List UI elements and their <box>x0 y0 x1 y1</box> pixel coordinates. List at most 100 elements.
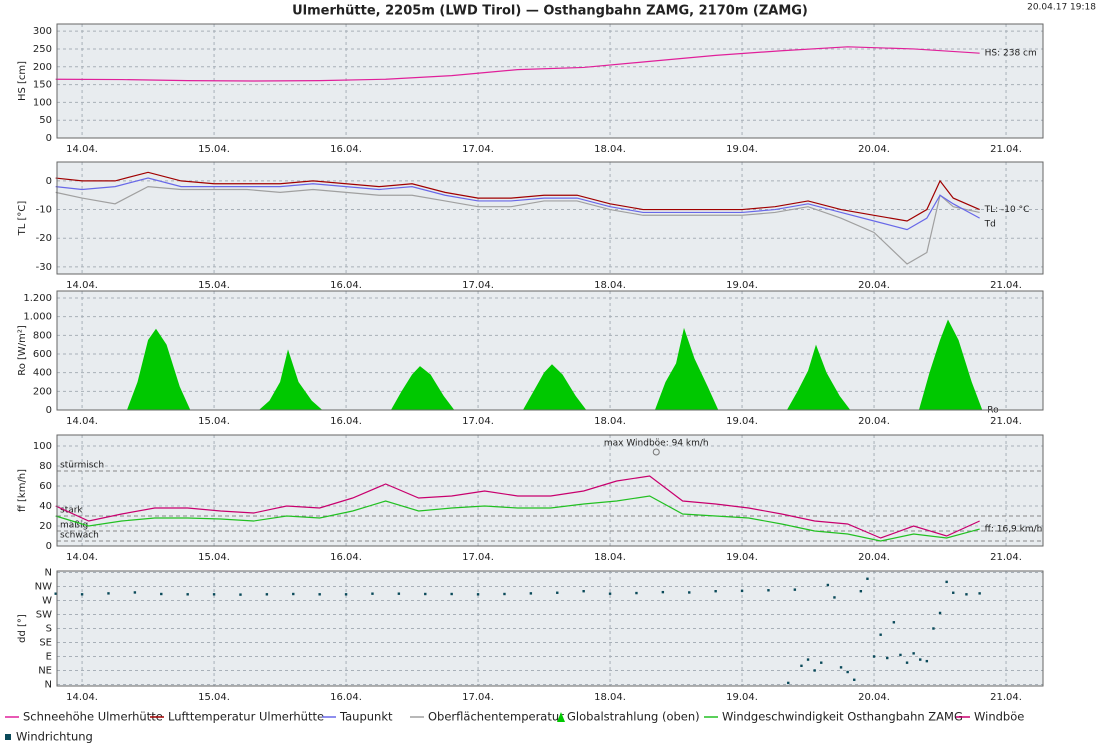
x-tick-label: 20.04. <box>858 144 890 155</box>
y-tick-label: 40 <box>39 501 52 512</box>
line-series <box>55 475 980 539</box>
scatter-point <box>54 592 57 595</box>
scatter-point <box>239 593 242 596</box>
scatter-point <box>767 589 770 592</box>
x-tick-label: 21.04. <box>990 144 1022 155</box>
line-series <box>55 46 980 82</box>
x-tick-label: 21.04. <box>990 416 1022 427</box>
legend-label: Windböe <box>974 710 1024 724</box>
y-tick-label: 50 <box>39 115 52 126</box>
scatter-point <box>292 592 295 596</box>
x-tick-label: 20.04. <box>858 280 890 291</box>
y-tick-label: 100 <box>33 441 52 452</box>
x-tick-label: 20.04. <box>858 416 890 427</box>
y-tick-label: E <box>46 651 52 662</box>
y-tick-label: 60 <box>39 481 52 492</box>
scatter-point <box>932 627 935 630</box>
legend-label: Globalstrahlung (oben) <box>567 710 700 724</box>
scatter-point <box>186 593 189 596</box>
scatter-point <box>424 592 427 596</box>
legend-swatch <box>557 712 565 722</box>
scatter-point <box>820 661 823 664</box>
legend-swatch <box>5 734 11 740</box>
y-tick-label: 0 <box>46 405 52 416</box>
y-tick-label: N <box>45 568 52 579</box>
scatter-point <box>813 669 816 672</box>
y-tick-label: SW <box>36 610 52 621</box>
scatter-point <box>450 592 453 596</box>
y-tick-label: 200 <box>33 62 52 73</box>
threshold-label: mäßig <box>60 521 88 531</box>
x-tick-label: 15.04. <box>198 280 230 291</box>
y-tick-label: 800 <box>33 330 52 341</box>
max-label: max Windböe: 94 km/h <box>604 439 709 449</box>
x-tick-label: 18.04. <box>594 416 626 427</box>
y-tick-label: 400 <box>33 368 52 379</box>
scatter-point <box>80 593 84 596</box>
plot-background <box>57 162 1043 274</box>
scatter-point <box>265 593 269 596</box>
end-label: HS: 238 cm <box>985 49 1037 59</box>
scatter-point <box>635 591 638 595</box>
scatter-point <box>107 592 110 595</box>
x-tick-label: 14.04. <box>66 552 98 563</box>
scatter-point <box>556 591 559 594</box>
scatter-point <box>133 591 137 594</box>
x-tick-label: 21.04. <box>990 280 1022 291</box>
scatter-point <box>476 593 480 596</box>
end-label: TL: -10 °C <box>984 205 1030 215</box>
x-tick-label: 20.04. <box>858 692 890 703</box>
scatter-point <box>318 593 321 596</box>
max-marker <box>652 448 660 456</box>
threshold-label: stark <box>60 506 83 516</box>
y-tick-label: -20 <box>36 233 52 244</box>
line-series <box>55 177 980 231</box>
y-tick-label: 0 <box>46 176 52 187</box>
scatter-point <box>919 658 922 661</box>
plot-border <box>56 434 1044 547</box>
x-tick-label: 19.04. <box>726 280 758 291</box>
x-tick-label: 16.04. <box>330 144 362 155</box>
end-label: ff: 16,9 km/h <box>985 525 1043 535</box>
x-tick-label: 16.04. <box>330 552 362 563</box>
y-tick-label: 600 <box>33 349 52 360</box>
line-series <box>55 495 980 542</box>
y-tick-label: 20 <box>39 521 52 532</box>
scatter-point <box>371 592 374 595</box>
plot-border <box>56 570 1044 687</box>
x-tick-label: 17.04. <box>462 416 494 427</box>
x-tick-label: 15.04. <box>198 144 230 155</box>
x-tick-label: 14.04. <box>66 416 98 427</box>
x-tick-label: 18.04. <box>594 280 626 291</box>
line-series <box>55 171 980 222</box>
legend-label: Windgeschwindigkeit Osthangbahn ZAMG <box>722 710 963 724</box>
x-tick-label: 14.04. <box>66 692 98 703</box>
scatter-point <box>608 592 612 595</box>
y-tick-label: 250 <box>33 44 52 55</box>
y-axis-label: HS [cm] <box>17 61 28 101</box>
legend-label: Taupunkt <box>339 710 393 724</box>
area-series <box>126 319 983 410</box>
x-tick-label: 21.04. <box>990 552 1022 563</box>
scatter-point <box>846 670 849 674</box>
y-tick-label: -10 <box>36 205 52 216</box>
x-tick-label: 19.04. <box>726 144 758 155</box>
scatter-point <box>859 590 863 593</box>
scatter-point <box>866 577 869 580</box>
plot-border <box>56 290 1044 411</box>
plot-border <box>56 23 1044 139</box>
x-tick-label: 17.04. <box>462 280 494 291</box>
x-tick-label: 19.04. <box>726 692 758 703</box>
threshold-label: schwach <box>60 531 99 541</box>
scatter-point <box>800 664 803 667</box>
x-tick-label: 14.04. <box>66 144 98 155</box>
scatter-point <box>582 590 585 593</box>
scatter-point <box>925 659 929 663</box>
x-tick-label: 20.04. <box>858 552 890 563</box>
scatter-point <box>899 653 902 657</box>
chart-title: Ulmerhütte, 2205m (LWD Tirol) — Osthangb… <box>292 4 808 19</box>
y-tick-label: 80 <box>39 461 52 472</box>
y-tick-label: 0 <box>46 541 52 552</box>
scatter-point <box>688 591 691 594</box>
